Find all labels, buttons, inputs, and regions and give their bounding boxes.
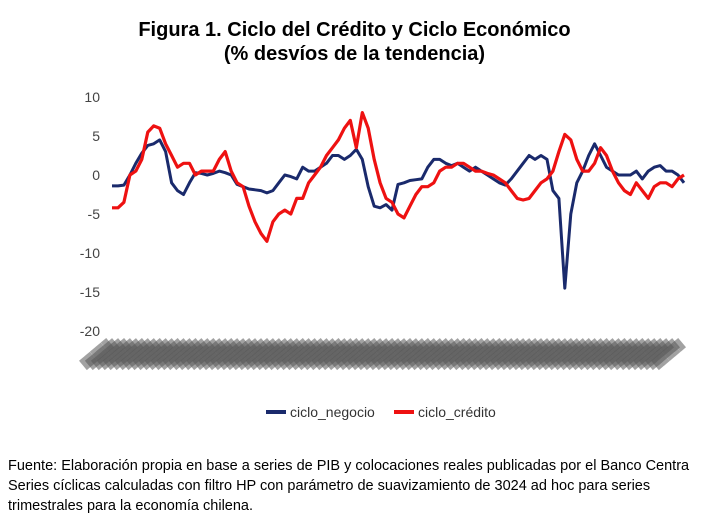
y-tick-label: -10 [80, 245, 100, 261]
series-line-ciclo-credito [112, 110, 685, 243]
chart-title-line1: Figura 1. Ciclo del Crédito y Ciclo Econ… [138, 19, 571, 41]
chart-title-line2: (% desvíos de la tendencia) [223, 43, 486, 65]
chart-title: Figura 1. Ciclo del Crédito y Ciclo Econ… [0, 18, 709, 66]
legend-label: ciclo_negocio [290, 404, 375, 420]
series-line-ciclo-negocio [112, 138, 686, 290]
source-line-1: Fuente: Elaboración propia en base a ser… [8, 458, 690, 474]
y-tick-label: -5 [88, 206, 101, 222]
legend: ciclo_negocio ciclo_crédito [266, 404, 496, 420]
source-line-2: Series cíclicas calculadas con filtro HP… [8, 478, 651, 494]
y-tick-label: 10 [84, 89, 100, 105]
y-axis-ticks: 10 5 0 -5 -10 -15 -20 [80, 89, 100, 339]
y-tick-label: 0 [92, 167, 100, 183]
x-axis-ticks: ████████████████████████████████████████… [78, 337, 687, 371]
source-line-3: trimestrales para la economía chilena. [8, 498, 254, 514]
line-chart: 10 5 0 -5 -10 -15 -20 ████████████████████████… [78, 89, 687, 420]
series-lines [112, 110, 686, 290]
y-tick-label: -20 [80, 323, 100, 339]
legend-label: ciclo_crédito [418, 404, 496, 420]
y-tick-label: -15 [80, 284, 100, 300]
y-tick-label: 5 [92, 128, 100, 144]
source-note: Fuente: Elaboración propia en base a ser… [8, 456, 708, 516]
